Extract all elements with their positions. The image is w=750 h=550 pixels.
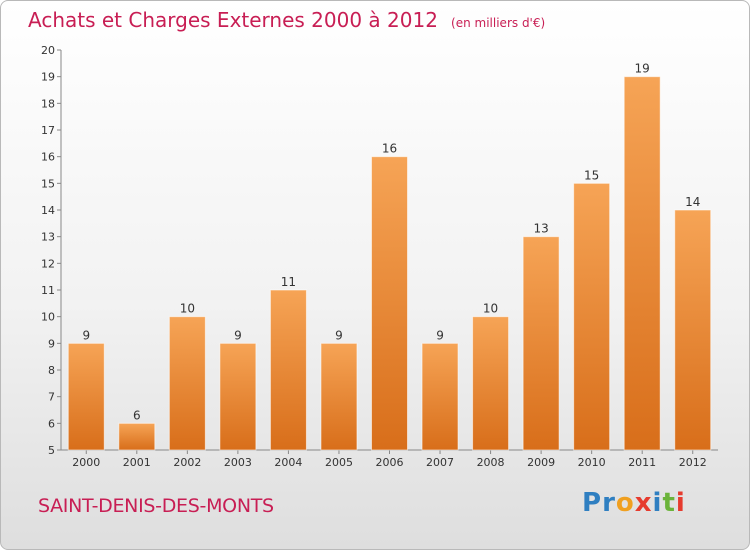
- y-tick-label: 6: [48, 417, 55, 430]
- logo-letter: o: [615, 488, 635, 518]
- x-tick-label: 2004: [274, 456, 302, 469]
- bar-outline: [371, 156, 408, 451]
- y-tick-label: 12: [41, 257, 55, 270]
- y-tick-label: 19: [41, 71, 55, 84]
- chart-title-area: Achats et Charges Externes 2000 à 2012 (…: [28, 8, 545, 32]
- x-tick-label: 2000: [72, 456, 100, 469]
- logo-letter: t: [662, 488, 676, 518]
- x-tick-label: 2001: [123, 456, 151, 469]
- bar: [219, 343, 256, 450]
- bar-outline: [67, 342, 105, 451]
- bar-outline: [421, 342, 459, 451]
- y-tick-label: 8: [48, 364, 55, 377]
- bar-outline: [522, 236, 560, 451]
- bar: [270, 290, 307, 450]
- bar-value-label: 15: [584, 168, 599, 182]
- y-tick-label: 9: [48, 337, 55, 350]
- y-tick-label: 11: [41, 284, 55, 297]
- bar: [68, 343, 105, 450]
- bar-outline: [320, 342, 358, 451]
- bar: [371, 156, 408, 450]
- logo-letter: r: [602, 488, 616, 518]
- bar: [573, 183, 610, 451]
- bar-value-label: 9: [82, 328, 90, 342]
- y-tick-label: 5: [48, 444, 55, 457]
- chart-bars: [67, 76, 712, 451]
- x-tick-label: 2009: [527, 456, 555, 469]
- bar-outline: [118, 422, 156, 451]
- y-tick-label: 17: [41, 124, 55, 137]
- x-tick-label: 2011: [628, 456, 656, 469]
- bar: [472, 316, 509, 450]
- bar-value-label: 9: [234, 328, 242, 342]
- y-tick-label: 16: [41, 151, 55, 164]
- bar: [169, 316, 206, 450]
- bar-outline: [573, 182, 611, 451]
- proxiti-logo[interactable]: Proxiti: [582, 488, 686, 518]
- y-tick-label: 13: [41, 231, 55, 244]
- bar-value-label: 6: [133, 408, 141, 422]
- bar-value-label: 10: [180, 302, 195, 316]
- y-tick-label: 14: [41, 204, 55, 217]
- bar-value-label: 16: [382, 142, 397, 156]
- bar-value-label: 10: [483, 302, 498, 316]
- x-tick-label: 2012: [679, 456, 707, 469]
- bar: [674, 210, 711, 450]
- x-tick-label: 2007: [426, 456, 454, 469]
- y-tick-label: 15: [41, 177, 55, 190]
- bar: [118, 423, 155, 450]
- bar: [624, 76, 661, 451]
- bar-value-label: 13: [533, 222, 548, 236]
- chart-labels: 9 2000 6 2001 10 2002 9 2003 11 2004 9 2005 16 2006 9 2…: [72, 62, 706, 469]
- bar: [422, 343, 459, 450]
- logo-letter: i: [652, 488, 663, 518]
- bar-outline: [674, 209, 712, 451]
- logo-letter: i: [675, 488, 686, 518]
- bar-outline: [472, 316, 510, 451]
- bar-outline: [269, 289, 307, 451]
- bar-outline: [168, 316, 206, 451]
- bar-outline: [623, 76, 661, 451]
- bar-value-label: 9: [335, 328, 343, 342]
- y-tick-label: 7: [48, 391, 55, 404]
- x-tick-label: 2005: [325, 456, 353, 469]
- x-tick-label: 2006: [376, 456, 404, 469]
- x-tick-label: 2002: [173, 456, 201, 469]
- x-tick-label: 2010: [578, 456, 606, 469]
- y-tick-label: 10: [41, 311, 55, 324]
- bar: [523, 236, 560, 450]
- bar-value-label: 14: [685, 195, 700, 209]
- bar-value-label: 9: [436, 328, 444, 342]
- bar-outline: [219, 342, 257, 451]
- x-tick-label: 2003: [224, 456, 252, 469]
- y-tick-label: 20: [41, 44, 55, 57]
- bar-value-label: 11: [281, 275, 296, 289]
- y-tick-label: 18: [41, 97, 55, 110]
- commune-name: SAINT-DENIS-DES-MONTS: [38, 495, 274, 517]
- chart-title: Achats et Charges Externes 2000 à 2012: [28, 8, 438, 32]
- bar-value-label: 19: [635, 62, 650, 76]
- chart-subtitle: (en milliers d'€): [451, 16, 546, 30]
- logo-letter: x: [634, 488, 653, 518]
- bar: [320, 343, 357, 450]
- logo-letter: P: [582, 488, 603, 518]
- x-tick-label: 2008: [477, 456, 505, 469]
